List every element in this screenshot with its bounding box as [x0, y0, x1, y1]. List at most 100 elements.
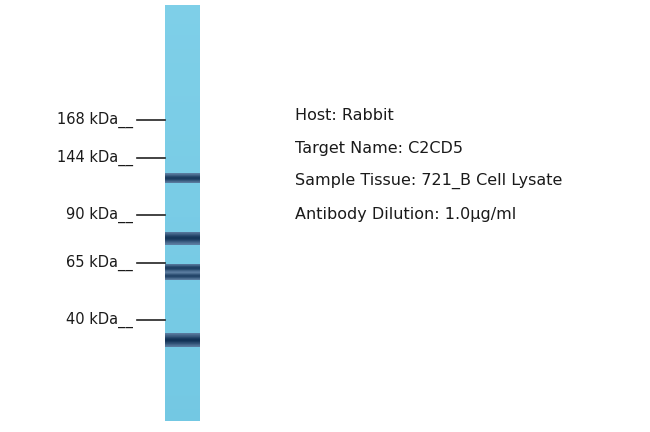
Bar [165, 109, 200, 111]
Bar [165, 45, 200, 47]
Bar [165, 77, 200, 79]
Bar [165, 172, 200, 174]
Bar [165, 10, 200, 13]
Bar [165, 268, 200, 269]
Bar [165, 189, 200, 191]
Bar [165, 106, 200, 108]
Bar [165, 37, 200, 39]
Bar [165, 307, 200, 308]
Bar [165, 414, 200, 416]
Bar [165, 274, 200, 275]
Bar [165, 240, 200, 241]
Bar [165, 232, 200, 233]
Bar [165, 378, 200, 381]
Bar [165, 241, 200, 242]
Bar [165, 354, 200, 356]
Bar [165, 277, 200, 278]
Bar [165, 135, 200, 137]
Bar [165, 271, 200, 272]
Bar [165, 267, 200, 268]
Bar [165, 124, 200, 126]
Bar [165, 224, 200, 226]
Bar [165, 395, 200, 397]
Bar [165, 397, 200, 398]
Bar [165, 170, 200, 172]
Bar [165, 337, 200, 338]
Bar [165, 352, 200, 354]
Bar [165, 290, 200, 292]
Bar [165, 233, 200, 234]
Bar [165, 407, 200, 410]
Bar [165, 399, 200, 401]
Bar [165, 344, 200, 345]
Bar [165, 345, 200, 346]
Bar [165, 330, 200, 332]
Bar [165, 235, 200, 236]
Bar [165, 383, 200, 384]
Bar [165, 275, 200, 276]
Bar [165, 348, 200, 350]
Bar [165, 164, 200, 166]
Bar [165, 267, 200, 268]
Bar [165, 368, 200, 369]
Bar [165, 242, 200, 243]
Bar [165, 333, 200, 335]
Bar [165, 27, 200, 29]
Bar [165, 265, 200, 266]
Bar [165, 245, 200, 246]
Bar [165, 392, 200, 394]
Bar [165, 79, 200, 82]
Bar [165, 384, 200, 386]
Bar [165, 287, 200, 289]
Bar [165, 345, 200, 346]
Bar [165, 174, 200, 175]
Text: 144 kDa__: 144 kDa__ [57, 150, 133, 166]
Text: 40 kDa__: 40 kDa__ [66, 312, 133, 328]
Bar [165, 60, 200, 62]
Bar [165, 406, 200, 408]
Text: Target Name: C2CD5: Target Name: C2CD5 [295, 140, 463, 156]
Bar [165, 231, 200, 232]
Bar [165, 133, 200, 136]
Bar [165, 248, 200, 251]
Bar [165, 361, 200, 362]
Bar [165, 331, 200, 334]
Bar [165, 265, 200, 266]
Bar [165, 174, 200, 175]
Bar [165, 157, 200, 159]
Bar [165, 130, 200, 131]
Bar [165, 105, 200, 106]
Bar [165, 260, 200, 261]
Bar [165, 264, 200, 265]
Bar [165, 163, 200, 165]
Bar [165, 59, 200, 61]
Bar [165, 91, 200, 92]
Bar [165, 197, 200, 199]
Bar [165, 194, 200, 197]
Bar [165, 343, 200, 344]
Bar [165, 241, 200, 244]
Bar [165, 269, 200, 270]
Bar [165, 355, 200, 357]
Bar [165, 291, 200, 293]
Bar [165, 236, 200, 237]
Bar [165, 342, 200, 343]
Bar [165, 233, 200, 235]
Bar [165, 17, 200, 19]
Bar [165, 311, 200, 313]
Bar [165, 15, 200, 16]
Bar [165, 184, 200, 185]
Bar [165, 94, 200, 95]
Bar [165, 203, 200, 205]
Bar [165, 268, 200, 269]
Bar [165, 274, 200, 275]
Bar [165, 182, 200, 184]
Bar [165, 257, 200, 259]
Bar [165, 87, 200, 89]
Bar [165, 240, 200, 242]
Bar [165, 417, 200, 419]
Bar [165, 270, 200, 273]
Bar [165, 146, 200, 148]
Bar [165, 264, 200, 265]
Bar [165, 344, 200, 346]
